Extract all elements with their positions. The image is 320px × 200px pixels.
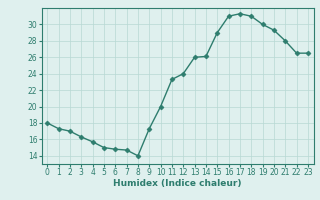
X-axis label: Humidex (Indice chaleur): Humidex (Indice chaleur) xyxy=(113,179,242,188)
